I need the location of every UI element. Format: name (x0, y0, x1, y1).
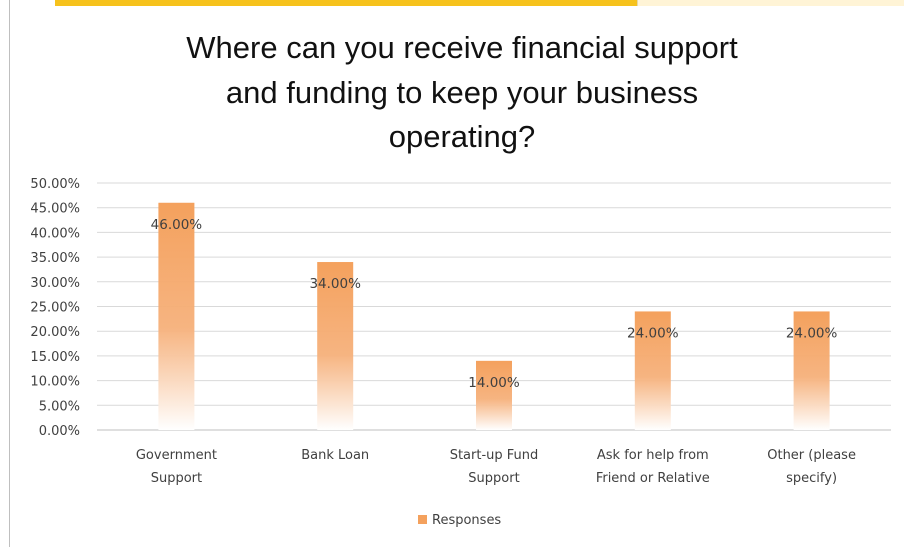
legend-swatch (418, 515, 427, 524)
data-label: 34.00% (309, 276, 361, 292)
x-tick-label: Start-up Fund (450, 448, 539, 463)
x-tick-label: Support (151, 471, 202, 486)
y-tick-label: 25.00% (30, 301, 80, 316)
data-label: 46.00% (151, 217, 203, 233)
x-tick-label: Government (136, 448, 217, 463)
y-tick-label: 10.00% (30, 375, 80, 390)
bar (793, 311, 830, 430)
y-tick-label: 30.00% (30, 276, 80, 291)
x-tick-label: Ask for help from (597, 448, 709, 463)
y-tick-label: 5.00% (39, 399, 80, 414)
data-label: 24.00% (786, 325, 838, 341)
x-tick-label: Other (please (767, 448, 856, 463)
y-tick-label: 40.00% (30, 226, 80, 241)
x-tick-label: Support (468, 471, 519, 486)
chart-title: Where can you receive financial support a… (186, 30, 738, 154)
data-labels: 46.00% 34.00% 14.00% 24.00% 24.00% (151, 217, 838, 391)
y-tick-label: 0.00% (39, 424, 80, 439)
bar (476, 360, 512, 430)
y-tick-label: 50.00% (30, 177, 80, 192)
data-label: 14.00% (468, 375, 520, 391)
x-tick-label: specify) (786, 471, 837, 486)
bars (158, 202, 830, 430)
y-tick-label: 35.00% (30, 251, 80, 266)
spreadsheet-top-strip (0, 0, 904, 8)
chart-title-line: and funding to keep your business (226, 75, 698, 110)
bar (634, 311, 671, 430)
bar (317, 262, 354, 430)
legend-label: Responses (432, 513, 501, 528)
y-tick-label: 20.00% (30, 325, 80, 340)
y-tick-label: 45.00% (30, 202, 80, 217)
x-axis: Government Support Bank Loan Start-up Fund S… (136, 448, 856, 486)
chart-frame-border (9, 0, 10, 547)
y-axis: 0.00% 5.00% 10.00% 15.00% 20.00% 25.00% 30.00%… (30, 177, 80, 439)
y-tick-label: 15.00% (30, 350, 80, 365)
chart-title-line: operating? (389, 119, 536, 154)
selected-header-band (55, 0, 637, 6)
bar (158, 202, 195, 430)
x-tick-label: Bank Loan (301, 448, 369, 463)
data-label: 24.00% (627, 325, 679, 341)
header-cell (637, 0, 786, 6)
legend: Responses (418, 513, 501, 528)
x-tick-label: Friend or Relative (596, 471, 710, 486)
chart-title-line: Where can you receive financial support (186, 30, 738, 65)
header-cell (785, 0, 904, 6)
